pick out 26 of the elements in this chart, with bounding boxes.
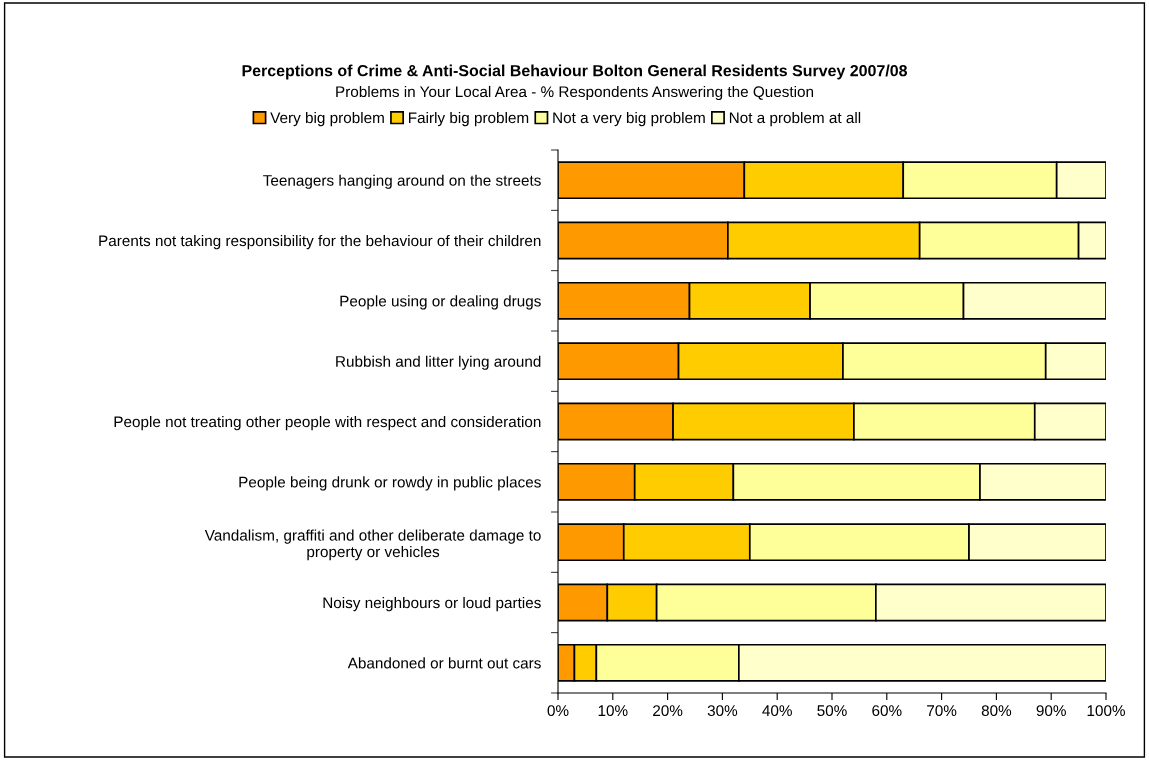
x-tick-label: 10% (598, 705, 628, 717)
y-tick-label: Noisy neighbours or loud parties (323, 596, 541, 612)
x-tick-label: 20% (653, 705, 683, 717)
y-tick-label: Parents not taking responsibility for the behaviour of their children (99, 234, 541, 250)
legend-label: Not a very big problem (553, 111, 705, 127)
x-tick-label: 70% (927, 705, 957, 717)
y-tick-label: People being drunk or rowdy in public places (239, 476, 541, 491)
x-tick-label: 0% (547, 705, 569, 717)
legend-label: Fairly big problem (409, 111, 529, 127)
chart-title: Perceptions of Crime & Anti-Social Behaviour Bolton General Residents Survey 2007/08 (242, 64, 908, 80)
x-tick-label: 50% (817, 705, 847, 717)
x-tick-label: 60% (872, 705, 902, 717)
y-tick-label: Vandalism, graffiti and other deliberate damage to property or vehicles (204, 529, 541, 561)
y-tick-label: People using or dealing drugs (340, 295, 541, 310)
y-tick-label: Teenagers hanging around on the streets (263, 174, 541, 189)
legend-label: Very big problem (270, 111, 384, 127)
chart-subtitle: Problems in Your Local Area - % Respondents Answering the Question (336, 85, 814, 101)
x-tick-label: 90% (1036, 705, 1066, 717)
x-tick-label: 100% (1087, 705, 1125, 717)
x-tick-label: 30% (707, 705, 738, 717)
x-tick-label: 80% (981, 705, 1012, 717)
x-tick-label: 40% (762, 705, 792, 717)
y-tick-label: People not treating other people with respect and consideration (114, 415, 541, 431)
legend-label: Not a problem at all (729, 111, 861, 127)
y-tick-label: Abandoned or burnt out cars (347, 657, 541, 669)
y-tick-label: Rubbish and litter lying around (336, 355, 541, 370)
